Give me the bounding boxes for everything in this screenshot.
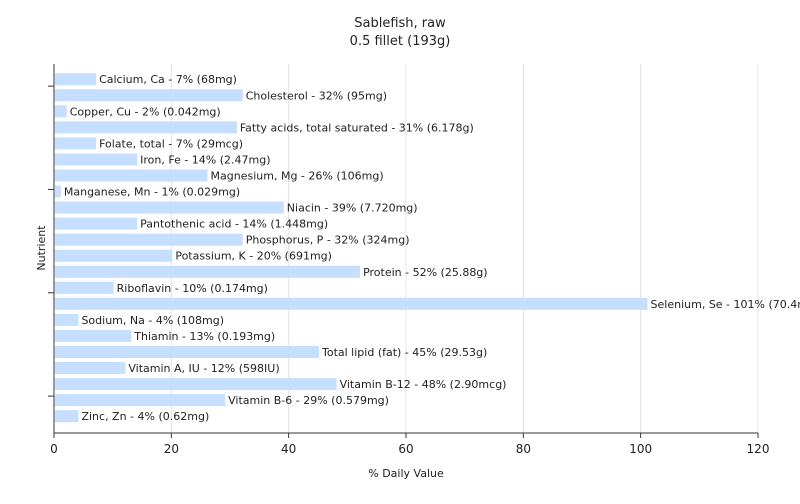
chart-subtitle: 0.5 fillet (193g) (350, 34, 451, 49)
bar-label: Vitamin A, IU - 12% (598IU) (128, 362, 279, 375)
bar-label: Manganese, Mn - 1% (0.029mg) (64, 186, 240, 199)
bar-label: Total lipid (fat) - 45% (29.53g) (321, 346, 487, 359)
x-tick-label: 40 (281, 442, 296, 456)
bar-label: Protein - 52% (25.88g) (363, 266, 488, 279)
bar (55, 345, 319, 358)
bar (55, 410, 79, 423)
bar (55, 281, 114, 294)
bar-label: Calcium, Ca - 7% (68mg) (99, 73, 237, 86)
x-axis-title: % Daily Value (368, 467, 444, 480)
x-tick-label: 60 (398, 442, 413, 456)
bar-label: Iron, Fe - 14% (2.47mg) (140, 153, 270, 166)
bar (55, 329, 132, 342)
bar-label: Selenium, Se - 101% (70.4mcg) (651, 298, 800, 311)
bar (55, 313, 79, 326)
bars (55, 73, 648, 423)
bar (55, 362, 126, 375)
chart-title: Sablefish, raw (354, 16, 446, 31)
x-tick-label: 0 (50, 442, 58, 456)
axes: 0 20 40 60 80 100 120 (48, 64, 769, 456)
bar-label: Pantothenic acid - 14% (1.448mg) (140, 218, 328, 231)
bar-label: Magnesium, Mg - 26% (106mg) (211, 170, 384, 183)
bar (55, 378, 337, 391)
bar (55, 249, 173, 262)
bar-label: Riboflavin - 10% (0.174mg) (117, 282, 268, 295)
bar-label: Vitamin B-6 - 29% (0.579mg) (228, 394, 389, 407)
bar (55, 89, 243, 102)
bar (55, 233, 243, 246)
bar (55, 153, 138, 166)
bar-label: Copper, Cu - 2% (0.042mg) (70, 105, 221, 118)
bar (55, 265, 361, 278)
x-tick-label: 120 (747, 442, 770, 456)
bar-label: Phosphorus, P - 32% (324mg) (246, 234, 410, 247)
bar (55, 137, 97, 150)
bar (55, 121, 237, 134)
bar-label: Folate, total - 7% (29mcg) (99, 137, 243, 150)
bar-label: Vitamin B-12 - 48% (2.90mcg) (340, 378, 507, 391)
bar-label: Thiamin - 13% (0.193mg) (133, 330, 275, 343)
bar (55, 394, 226, 407)
bar-label: Potassium, K - 20% (691mg) (175, 250, 332, 263)
bar (55, 105, 67, 118)
bar-label: Fatty acids, total saturated - 31% (6.17… (240, 121, 474, 134)
x-tick-label: 20 (164, 442, 179, 456)
x-tick-label: 80 (516, 442, 531, 456)
bar-label: Niacin - 39% (7.720mg) (287, 202, 418, 215)
bar-labels: Calcium, Ca - 7% (68mg) Cholesterol - 32%… (64, 73, 800, 423)
bar (55, 201, 284, 214)
bar-label: Cholesterol - 32% (95mg) (246, 89, 387, 102)
bar (55, 169, 208, 182)
bar (55, 297, 648, 310)
bar-label: Sodium, Na - 4% (108mg) (81, 314, 224, 327)
bar (55, 73, 97, 86)
bar-label: Zinc, Zn - 4% (0.62mg) (81, 410, 209, 423)
bar (55, 217, 138, 230)
grid-lines (170, 64, 759, 433)
x-tick-label: 100 (629, 442, 652, 456)
y-axis-title: Nutrient (35, 225, 48, 271)
bar (55, 185, 61, 198)
